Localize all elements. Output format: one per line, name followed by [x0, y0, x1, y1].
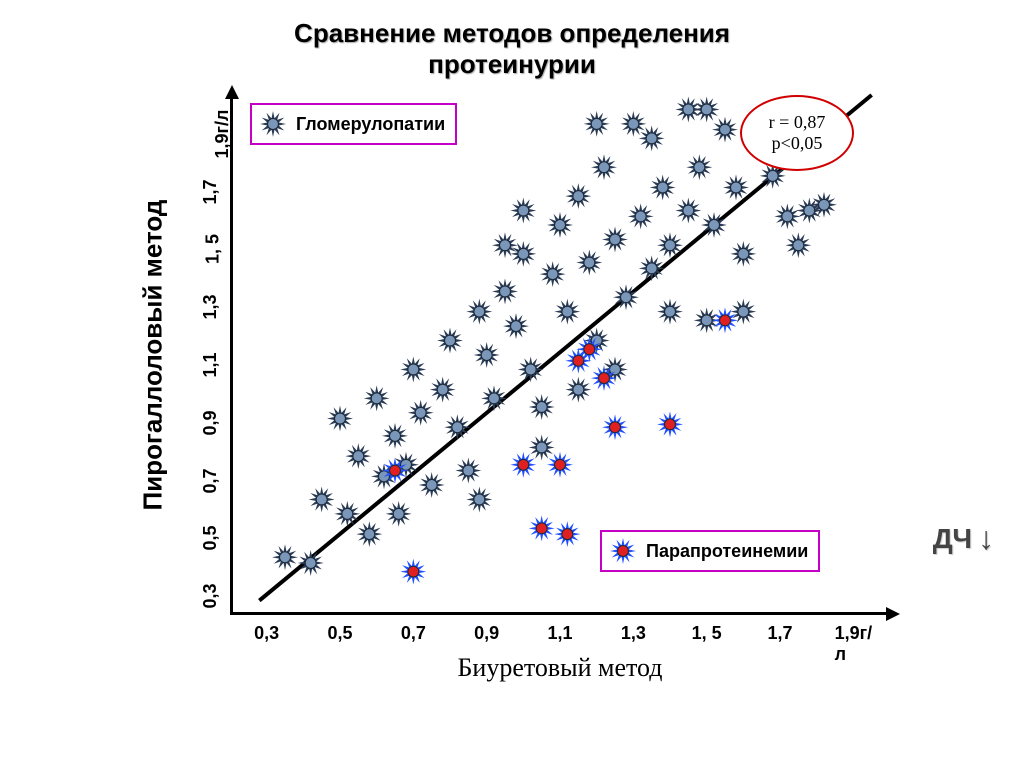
- x-tick-label: 0,3: [254, 623, 279, 644]
- side-label-sensitivity: ДЧ ↓: [933, 520, 994, 557]
- star-marker-icon: [608, 536, 638, 566]
- star-marker-icon: [258, 109, 288, 139]
- y-axis-label: Пирогаллоловый метод: [138, 200, 169, 511]
- title-line2: протеинурии: [428, 49, 596, 79]
- chart-area: 0,30,50,70,91,11,31, 51,71,9г/л Биуретов…: [230, 95, 890, 615]
- y-tick-label: 1, 5: [203, 234, 224, 264]
- chart-title: Сравнение методов определения протеинури…: [0, 18, 1024, 80]
- y-tick-label: 1,1: [200, 352, 221, 377]
- y-axis-label-container: Пирогаллоловый метод: [138, 95, 168, 615]
- legend-paraproteinemia: Парапротеинемии: [600, 530, 820, 572]
- y-tick-label: 0,7: [200, 468, 221, 493]
- x-tick-label: 1,7: [767, 623, 792, 644]
- x-tick-label: 1,1: [547, 623, 572, 644]
- x-tick-label: 0,9: [474, 623, 499, 644]
- stats-r: r = 0,87: [769, 112, 826, 133]
- legend2-label: Парапротеинемии: [646, 541, 808, 562]
- side-label-text: ДЧ: [933, 523, 972, 555]
- down-arrow-icon: ↓: [978, 520, 994, 557]
- x-tick-label: 1,3: [621, 623, 646, 644]
- y-ticks: 0,30,50,70,91,11,31, 51,71,9г/л: [198, 95, 222, 615]
- y-tick-label: 1,3: [200, 295, 221, 320]
- y-tick-label: 0,3: [200, 584, 221, 609]
- x-axis-label: Биуретовый метод: [230, 653, 890, 683]
- y-tick-label: 0,5: [200, 526, 221, 551]
- stats-p: p<0,05: [772, 133, 823, 154]
- title-line1: Сравнение методов определения: [294, 18, 730, 48]
- x-tick-label: 0,7: [401, 623, 426, 644]
- x-tick-label: 1, 5: [692, 623, 722, 644]
- x-ticks: 0,30,50,70,91,11,31, 51,71,9г/л: [230, 623, 890, 647]
- y-tick-label: 1,9г/л: [212, 109, 233, 158]
- legend-glomerulopathy: Гломерулопатии: [250, 103, 457, 145]
- legend1-label: Гломерулопатии: [296, 114, 445, 135]
- stats-annotation: r = 0,87 p<0,05: [740, 95, 854, 171]
- y-tick-label: 1,7: [200, 179, 221, 204]
- y-tick-label: 0,9: [200, 410, 221, 435]
- x-tick-label: 0,5: [327, 623, 352, 644]
